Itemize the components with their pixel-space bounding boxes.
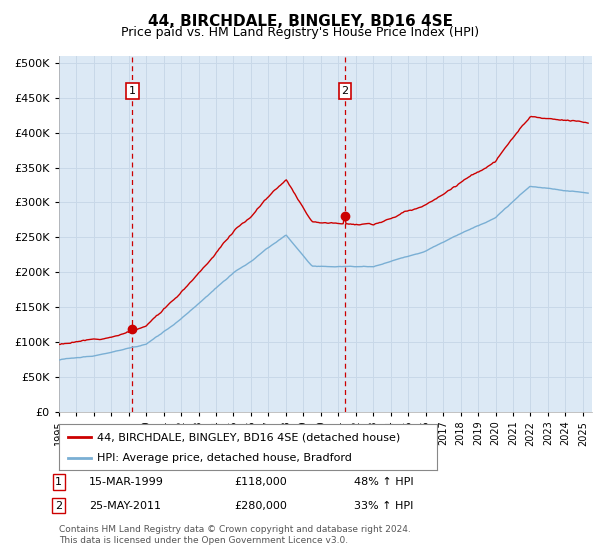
Text: HPI: Average price, detached house, Bradford: HPI: Average price, detached house, Brad… [97,454,352,464]
Text: 2: 2 [55,501,62,511]
Text: 1: 1 [129,86,136,96]
Text: £118,000: £118,000 [234,477,287,487]
Text: 44, BIRCHDALE, BINGLEY, BD16 4SE (detached house): 44, BIRCHDALE, BINGLEY, BD16 4SE (detach… [97,432,400,442]
Text: 25-MAY-2011: 25-MAY-2011 [89,501,161,511]
Text: 2: 2 [341,86,349,96]
Text: 44, BIRCHDALE, BINGLEY, BD16 4SE: 44, BIRCHDALE, BINGLEY, BD16 4SE [148,14,452,29]
Text: 15-MAR-1999: 15-MAR-1999 [89,477,164,487]
Text: 48% ↑ HPI: 48% ↑ HPI [354,477,413,487]
Text: £280,000: £280,000 [234,501,287,511]
Text: 1: 1 [55,477,62,487]
Text: 33% ↑ HPI: 33% ↑ HPI [354,501,413,511]
Text: Contains HM Land Registry data © Crown copyright and database right 2024.
This d: Contains HM Land Registry data © Crown c… [59,525,410,545]
Text: Price paid vs. HM Land Registry's House Price Index (HPI): Price paid vs. HM Land Registry's House … [121,26,479,39]
